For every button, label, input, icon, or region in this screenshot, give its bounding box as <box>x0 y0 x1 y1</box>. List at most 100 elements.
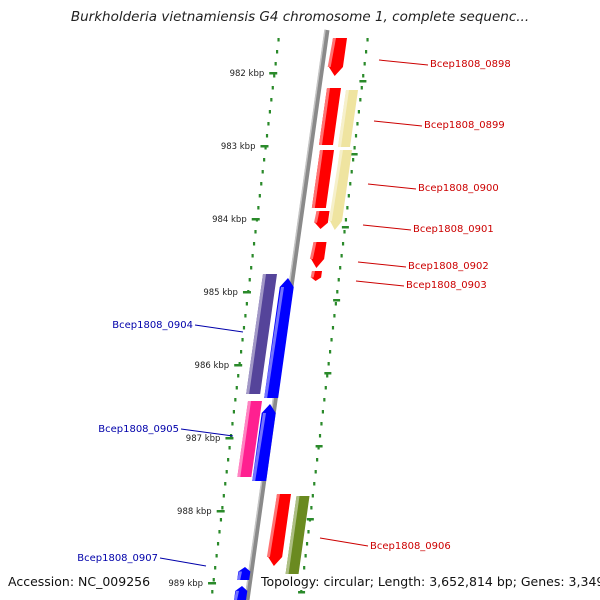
gene-bar-0904 <box>246 274 277 394</box>
left-track-dot <box>263 158 266 162</box>
scale-tick <box>225 437 234 440</box>
gene-bar-0907-bevel <box>237 571 242 580</box>
right-track-tick <box>298 591 306 594</box>
scale-tick <box>269 72 278 75</box>
gene-label-bcep1808_0903: Bcep1808_0903 <box>406 280 487 291</box>
left-track-dot <box>251 254 254 258</box>
left-track-dot <box>273 74 276 78</box>
left-track-dot <box>252 242 256 246</box>
scale-tick <box>260 145 269 148</box>
left-track-dot <box>260 182 263 186</box>
right-track-dot <box>330 338 333 342</box>
left-track-dot <box>277 38 280 42</box>
right-track-dot <box>363 62 366 66</box>
scale-tick <box>251 218 260 221</box>
right-track-dot <box>352 158 355 162</box>
gene-callout-line <box>194 324 244 333</box>
right-track-dot <box>349 182 352 186</box>
right-track-dot <box>362 74 365 78</box>
gene-bar-0906-bevel <box>266 494 280 557</box>
scale-tick <box>234 364 243 367</box>
right-track-tick <box>359 80 367 83</box>
gene-label-bcep1808_0905: Bcep1808_0905 <box>98 424 179 435</box>
gene-label-bcep1808_0898: Bcep1808_0898 <box>430 59 511 70</box>
gene-bar-0906 <box>268 494 291 566</box>
scale-label: 987 kbp <box>186 434 221 444</box>
gene-bar-0904-cds-bevel <box>264 287 284 398</box>
left-track-dot <box>240 350 243 354</box>
right-track-dot <box>365 50 368 54</box>
gene-callout-line <box>159 557 207 567</box>
scale-tick <box>208 582 217 585</box>
scale-label: 984 kbp <box>212 215 247 225</box>
gene-callout-line <box>367 183 417 190</box>
right-track-dot <box>347 194 350 198</box>
left-track-dot <box>211 590 214 594</box>
right-track-dot <box>327 362 330 366</box>
left-track-dot <box>237 374 240 378</box>
gene-label-bcep1808_0907: Bcep1808_0907 <box>77 553 158 564</box>
left-track-dot <box>241 338 244 342</box>
right-track-dot <box>321 410 324 414</box>
gene-bar-0900-cds <box>330 150 352 230</box>
gene-label-bcep1808_0899: Bcep1808_0899 <box>424 120 505 131</box>
gene-callout-line <box>378 59 429 66</box>
gene-bar-0906-cds <box>285 496 310 576</box>
right-track-dot <box>356 122 359 126</box>
right-track-dot <box>323 398 326 402</box>
left-track-dot <box>215 554 218 558</box>
left-track-dot <box>231 422 234 426</box>
left-track-dot <box>276 50 279 54</box>
left-track-dot <box>261 170 264 174</box>
right-track-dot <box>303 566 306 570</box>
map-title: Burkholderia vietnamiensis G4 chromosome… <box>70 9 530 25</box>
right-track-dot <box>318 434 322 438</box>
left-track-dot <box>250 266 253 270</box>
right-track-dot <box>336 290 339 294</box>
gene-bar-0907b-bevel <box>234 590 239 600</box>
left-track-dot <box>235 386 238 390</box>
gene-callout-line <box>373 120 423 127</box>
gene-bar-0899-cds-bevel <box>338 90 349 147</box>
right-track-dot <box>340 254 343 258</box>
right-track-dot <box>329 350 332 354</box>
right-track-dot <box>333 314 336 318</box>
left-track-dot <box>228 446 231 450</box>
scale-label: 985 kbp <box>203 288 238 298</box>
right-track-dot <box>310 506 313 510</box>
gene-bar-0901-bevel <box>313 211 320 223</box>
gene-bar-0902-bevel <box>309 242 317 259</box>
left-track-dot <box>222 494 225 498</box>
left-track-dot <box>232 410 235 414</box>
gene-bar-0906-cds-bevel <box>285 496 300 576</box>
gene-bar-0904-bevel <box>246 274 266 394</box>
left-track-dot <box>245 302 248 306</box>
gene-label-bcep1808_0902: Bcep1808_0902 <box>408 261 489 272</box>
gene-bar-0900 <box>311 150 334 208</box>
right-track-dot <box>360 86 363 90</box>
left-track-dot <box>221 506 224 510</box>
left-track-dot <box>214 566 217 570</box>
right-track-dot <box>305 542 309 546</box>
gene-bar-0905-cds-bevel <box>252 413 266 481</box>
left-track-dot <box>257 206 260 210</box>
right-track-dot <box>350 170 353 174</box>
left-track-dot <box>225 470 228 474</box>
right-track-dot <box>326 374 329 378</box>
right-track-dot <box>339 266 342 270</box>
right-track-dot <box>337 278 340 282</box>
right-track-dot <box>343 230 346 234</box>
gene-callout-line <box>362 224 412 231</box>
gene-bar-0900-cds-bevel <box>328 150 343 221</box>
left-track-dot <box>274 62 277 66</box>
scale-tick <box>242 291 251 294</box>
gene-bar-0898-bevel <box>327 38 336 67</box>
scale-label: 982 kbp <box>230 69 265 79</box>
right-track-tick <box>324 372 332 375</box>
gene-bar-0905-bevel <box>237 401 251 477</box>
accession-label: Accession: NC_009256 <box>8 574 151 589</box>
gene-bar-0899-bevel <box>319 88 330 145</box>
gene-callout-line <box>355 280 405 287</box>
left-track-dot <box>271 86 274 90</box>
